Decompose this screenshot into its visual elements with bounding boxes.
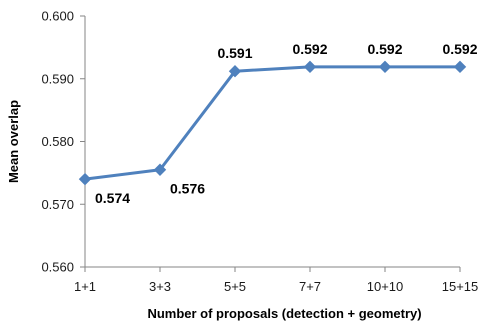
series-line [84, 65, 460, 181]
x-tick-label: 7+7 [299, 279, 321, 294]
data-point-marker [153, 163, 167, 176]
y-axis-ticks: 0.560 0.570 0.580 0.590 0.600 [41, 9, 85, 275]
data-label: 0.592 [442, 41, 477, 57]
data-point-marker [78, 172, 92, 186]
x-tick-label: 5+5 [224, 279, 246, 294]
series-layer [78, 60, 467, 186]
axes [84, 16, 460, 268]
data-point-marker [378, 60, 392, 74]
data-labels: 0.574 0.576 0.591 0.592 0.592 0.592 [95, 41, 478, 206]
data-label: 0.591 [217, 45, 252, 61]
data-point-marker [228, 65, 242, 78]
y-tick-label: 0.560 [41, 260, 74, 275]
y-tick-label: 0.570 [41, 197, 74, 212]
x-tick-label: 1+1 [74, 279, 96, 294]
data-label: 0.576 [170, 181, 205, 197]
data-label: 0.574 [95, 190, 130, 206]
x-axis-ticks: 1+1 3+3 5+5 7+7 10+10 15+15 [74, 267, 478, 294]
y-axis-title: Mean overlap [6, 100, 21, 183]
y-tick-label: 0.600 [41, 9, 74, 24]
x-axis-title: Number of proposals (detection + geometr… [147, 306, 421, 321]
x-tick-label: 3+3 [149, 279, 171, 294]
data-label: 0.592 [367, 41, 402, 57]
data-point-marker [453, 60, 467, 74]
x-tick-label: 10+10 [367, 279, 404, 294]
y-tick-label: 0.590 [41, 71, 74, 86]
data-point-marker [303, 60, 317, 74]
x-tick-label: 15+15 [442, 279, 479, 294]
y-tick-label: 0.580 [41, 134, 74, 149]
data-label: 0.592 [292, 41, 327, 57]
